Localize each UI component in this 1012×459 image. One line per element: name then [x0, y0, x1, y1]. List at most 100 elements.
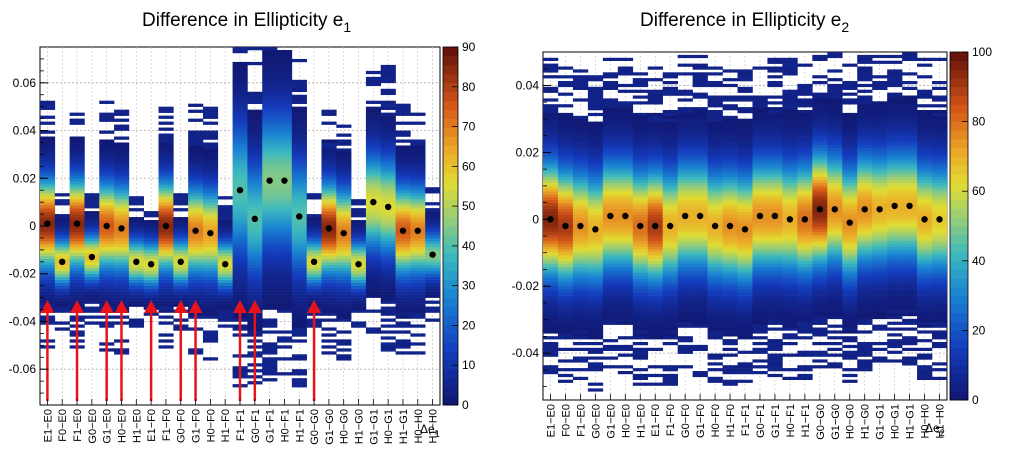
heatmap-cell: [158, 234, 174, 239]
heatmap-cell: [40, 130, 56, 134]
heatmap-cell: [202, 157, 219, 161]
heatmap-cell: [902, 118, 918, 122]
heatmap-cell: [857, 249, 873, 253]
heatmap-cell: [917, 266, 933, 270]
heatmap-cell: [722, 107, 738, 111]
heatmap-cell: [617, 275, 634, 279]
heatmap-cell: [380, 79, 396, 84]
heatmap-cell: [617, 228, 634, 233]
heatmap-cell: [677, 182, 693, 186]
heatmap-cell: [321, 279, 337, 283]
heatmap-cell: [917, 278, 933, 282]
heatmap-cell: [158, 279, 174, 283]
heatmap-cell: [380, 285, 396, 289]
heatmap-cell: [917, 208, 933, 212]
heatmap-cell: [217, 279, 233, 283]
heatmap-cell: [827, 107, 843, 111]
heatmap-cell: [114, 187, 130, 191]
heatmap-cell: [40, 154, 56, 158]
heatmap-cell: [557, 133, 574, 137]
heatmap-cell: [336, 270, 352, 275]
heatmap-cell: [782, 292, 798, 296]
heatmap-cell: [752, 139, 768, 143]
heatmap-cell: [737, 162, 753, 166]
heatmap-cell: [782, 284, 798, 288]
heatmap-cell: [677, 165, 693, 169]
heatmap-cell: [752, 324, 768, 328]
heatmap-cell: [247, 172, 263, 176]
heatmap-cell: [232, 258, 248, 263]
heatmap-cell: [40, 288, 56, 292]
heatmap-cell: [902, 301, 918, 305]
heatmap-cell: [677, 197, 693, 201]
heatmap-cell: [692, 188, 708, 192]
heatmap-cell: [707, 144, 723, 148]
heatmap-cell: [812, 318, 828, 322]
heatmap-cell: [917, 141, 933, 146]
heatmap-cell: [752, 226, 768, 230]
heatmap-cell: [857, 318, 873, 322]
heatmap-cell: [543, 269, 559, 273]
heatmap-cell: [662, 246, 678, 250]
heatmap-cell: [587, 284, 604, 288]
heatmap-cell: [351, 303, 367, 307]
heatmap-cell: [932, 237, 948, 241]
heatmap-cell: [306, 243, 322, 248]
heatmap-cell: [872, 220, 888, 224]
heatmap-cell: [647, 98, 663, 102]
heatmap-cell: [752, 188, 768, 192]
heatmap-cell: [291, 142, 307, 146]
heatmap-cell: [647, 159, 663, 163]
heatmap-cell: [114, 163, 130, 167]
heatmap-cell: [827, 159, 843, 163]
heatmap-cell: [365, 237, 382, 242]
heatmap-cell: [917, 162, 933, 166]
heatmap-cell: [128, 297, 144, 301]
heatmap-cell: [647, 255, 663, 259]
heatmap-cell: [202, 297, 219, 301]
heatmap-cell: [857, 243, 873, 247]
heatmap-cell: [632, 356, 649, 360]
heatmap-cell: [158, 267, 174, 272]
heatmap-cell: [722, 199, 738, 204]
heatmap-cell: [707, 124, 723, 128]
heatmap-cell: [365, 252, 382, 257]
heatmap-cell: [857, 191, 873, 195]
heatmap-cell: [677, 243, 693, 247]
heatmap-cell: [857, 170, 873, 175]
heatmap-cell: [812, 147, 828, 151]
heatmap-cell: [114, 208, 130, 212]
heatmap-cell: [84, 217, 100, 221]
heatmap-cell: [662, 191, 678, 195]
heatmap-cell: [587, 307, 604, 311]
heatmap-cell: [887, 147, 903, 151]
heatmap-cell: [827, 226, 843, 230]
heatmap-cell: [797, 173, 813, 177]
heatmap-cell: [84, 237, 100, 242]
heatmap-cell: [291, 124, 307, 128]
heatmap-cell: [932, 333, 948, 337]
heatmap-cell: [543, 336, 559, 340]
heatmap-cell: [662, 333, 678, 337]
heatmap-cell: [188, 142, 204, 146]
heatmap-cell: [425, 226, 441, 230]
heatmap-cell: [543, 57, 559, 61]
heatmap-cell: [572, 98, 589, 102]
heatmap-cell: [232, 67, 248, 72]
heatmap-cell: [425, 273, 441, 278]
heatmap-cell: [842, 353, 858, 357]
heatmap-cell: [128, 255, 144, 260]
heatmap-cell: [782, 298, 798, 302]
heatmap-cell: [188, 187, 204, 191]
heatmap-cell: [617, 347, 634, 351]
heatmap-cell: [572, 304, 589, 308]
heatmap-cell: [932, 104, 948, 108]
heatmap-cell: [380, 115, 396, 119]
colorbar-frame: [442, 46, 459, 406]
heatmap-cell: [887, 252, 903, 256]
heatmap-cell: [69, 297, 85, 301]
heatmap-cell: [188, 288, 204, 292]
heatmap-cell: [306, 249, 322, 254]
heatmap-cell: [872, 150, 888, 154]
heatmap-cell: [887, 339, 903, 343]
